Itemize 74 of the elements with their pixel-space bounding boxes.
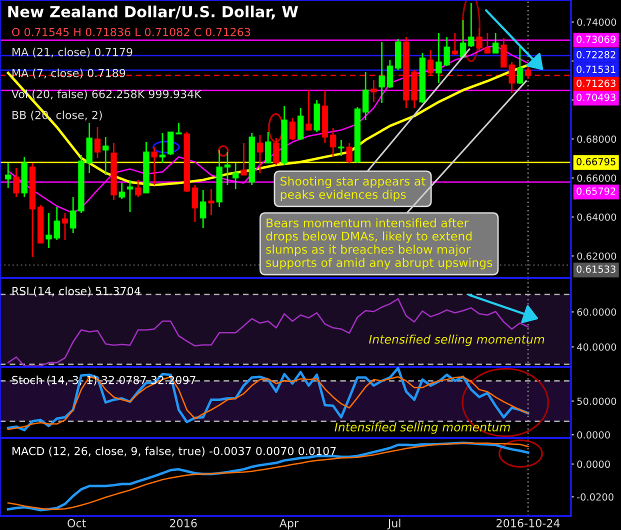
candlestick — [5, 162, 12, 189]
candlestick — [298, 107, 304, 141]
candlestick — [118, 182, 125, 200]
y-tick-label: 0.62000 — [577, 252, 616, 260]
candlestick — [346, 142, 352, 164]
candlestick — [289, 117, 296, 141]
annotation: MA (7, close) 0.7189 — [12, 68, 126, 79]
candlestick — [492, 32, 499, 54]
candlestick — [94, 126, 101, 159]
annotation: Vol (20, false) 662.258K 999.934K — [12, 90, 202, 100]
y-tick-label: 40.0000 — [577, 343, 616, 351]
candlestick — [484, 32, 491, 54]
text: O 0.71545 H 0.71836 L 0.71082 C 0.71263 — [12, 28, 250, 36]
candlestick — [378, 41, 385, 104]
annotation: Shooting star appears at peaks evidences dips — [280, 176, 426, 202]
annotation: Intensified selling momentum — [368, 334, 544, 346]
candlestick — [102, 136, 109, 176]
x-tick-label: Apr — [279, 519, 299, 530]
ref-line-label: 0.65792 — [576, 187, 616, 195]
y-tick-label: 0.0000 — [577, 431, 610, 439]
candlestick — [306, 89, 312, 131]
candlestick — [386, 59, 394, 89]
ref-line-label: 0.70493 — [576, 94, 616, 101]
ref-line-label: 0.73069 — [576, 36, 616, 43]
ref-line-label: 0.66795 — [576, 158, 616, 166]
candlestick — [192, 184, 198, 223]
ref-line-label: 0.61533 — [576, 265, 616, 273]
y-tick-label: 0.74000 — [577, 18, 616, 26]
candlestick — [62, 212, 68, 241]
candlestick — [126, 179, 134, 213]
ref-line-label: 0.71531 — [576, 66, 616, 73]
y-tick-label: 60.0000 — [577, 308, 616, 316]
candlestick — [330, 127, 336, 158]
candlestick — [468, 2, 474, 48]
candlestick — [224, 151, 231, 186]
candlestick — [240, 142, 247, 176]
annotation: Bears momentum intensified after drops below DMAs, likely to extend slumps as it breaches below major supports of amid any abrupt upswings — [266, 218, 492, 270]
candlestick — [200, 189, 206, 229]
candlestick — [265, 131, 272, 164]
candlestick — [476, 27, 482, 51]
y-tick-label: 0.68000 — [577, 135, 616, 143]
candlestick — [338, 139, 344, 157]
ref-line-label: 0.71263 — [576, 80, 616, 87]
candlestick — [54, 206, 60, 241]
candlestick — [460, 19, 466, 58]
candlestick — [70, 196, 76, 234]
candlestick — [370, 79, 377, 103]
candlestick — [168, 131, 174, 156]
y-tick-label: 50.0000 — [577, 398, 616, 405]
x-tick-label: 2016-10-24 — [496, 518, 560, 528]
ref-line-label: 0.72282 — [576, 50, 616, 58]
text: MACD (12, 26, close, 9, false, true) -0.0037 0.0070 0.0107 — [12, 446, 336, 457]
x-tick-label: Oct — [68, 518, 86, 528]
candlestick — [176, 122, 182, 135]
candlestick — [13, 167, 20, 198]
candlestick — [208, 188, 214, 216]
candlestick — [232, 162, 239, 190]
candlestick — [135, 179, 142, 198]
candlestick — [273, 137, 280, 166]
y-tick-label: -0.0200 — [577, 493, 614, 501]
candlestick — [151, 146, 158, 186]
x-tick-label: 2016 — [170, 518, 197, 528]
y-tick-label: 0.0000 — [577, 460, 610, 468]
candlestick — [452, 32, 458, 56]
text: RSI (14, close) 51.3704 — [12, 286, 140, 297]
x-tick-label: Jul — [387, 518, 400, 530]
candlestick — [256, 134, 264, 174]
y-tick-label: 0.66000 — [577, 174, 616, 182]
y-tick-label: 0.64000 — [577, 213, 616, 221]
candlestick — [362, 71, 369, 121]
chart-title: New Zealand Dollar/U.S. Dollar, W — [8, 6, 298, 20]
candlestick — [516, 46, 524, 85]
candlestick — [159, 132, 166, 164]
candlestick — [46, 212, 52, 249]
